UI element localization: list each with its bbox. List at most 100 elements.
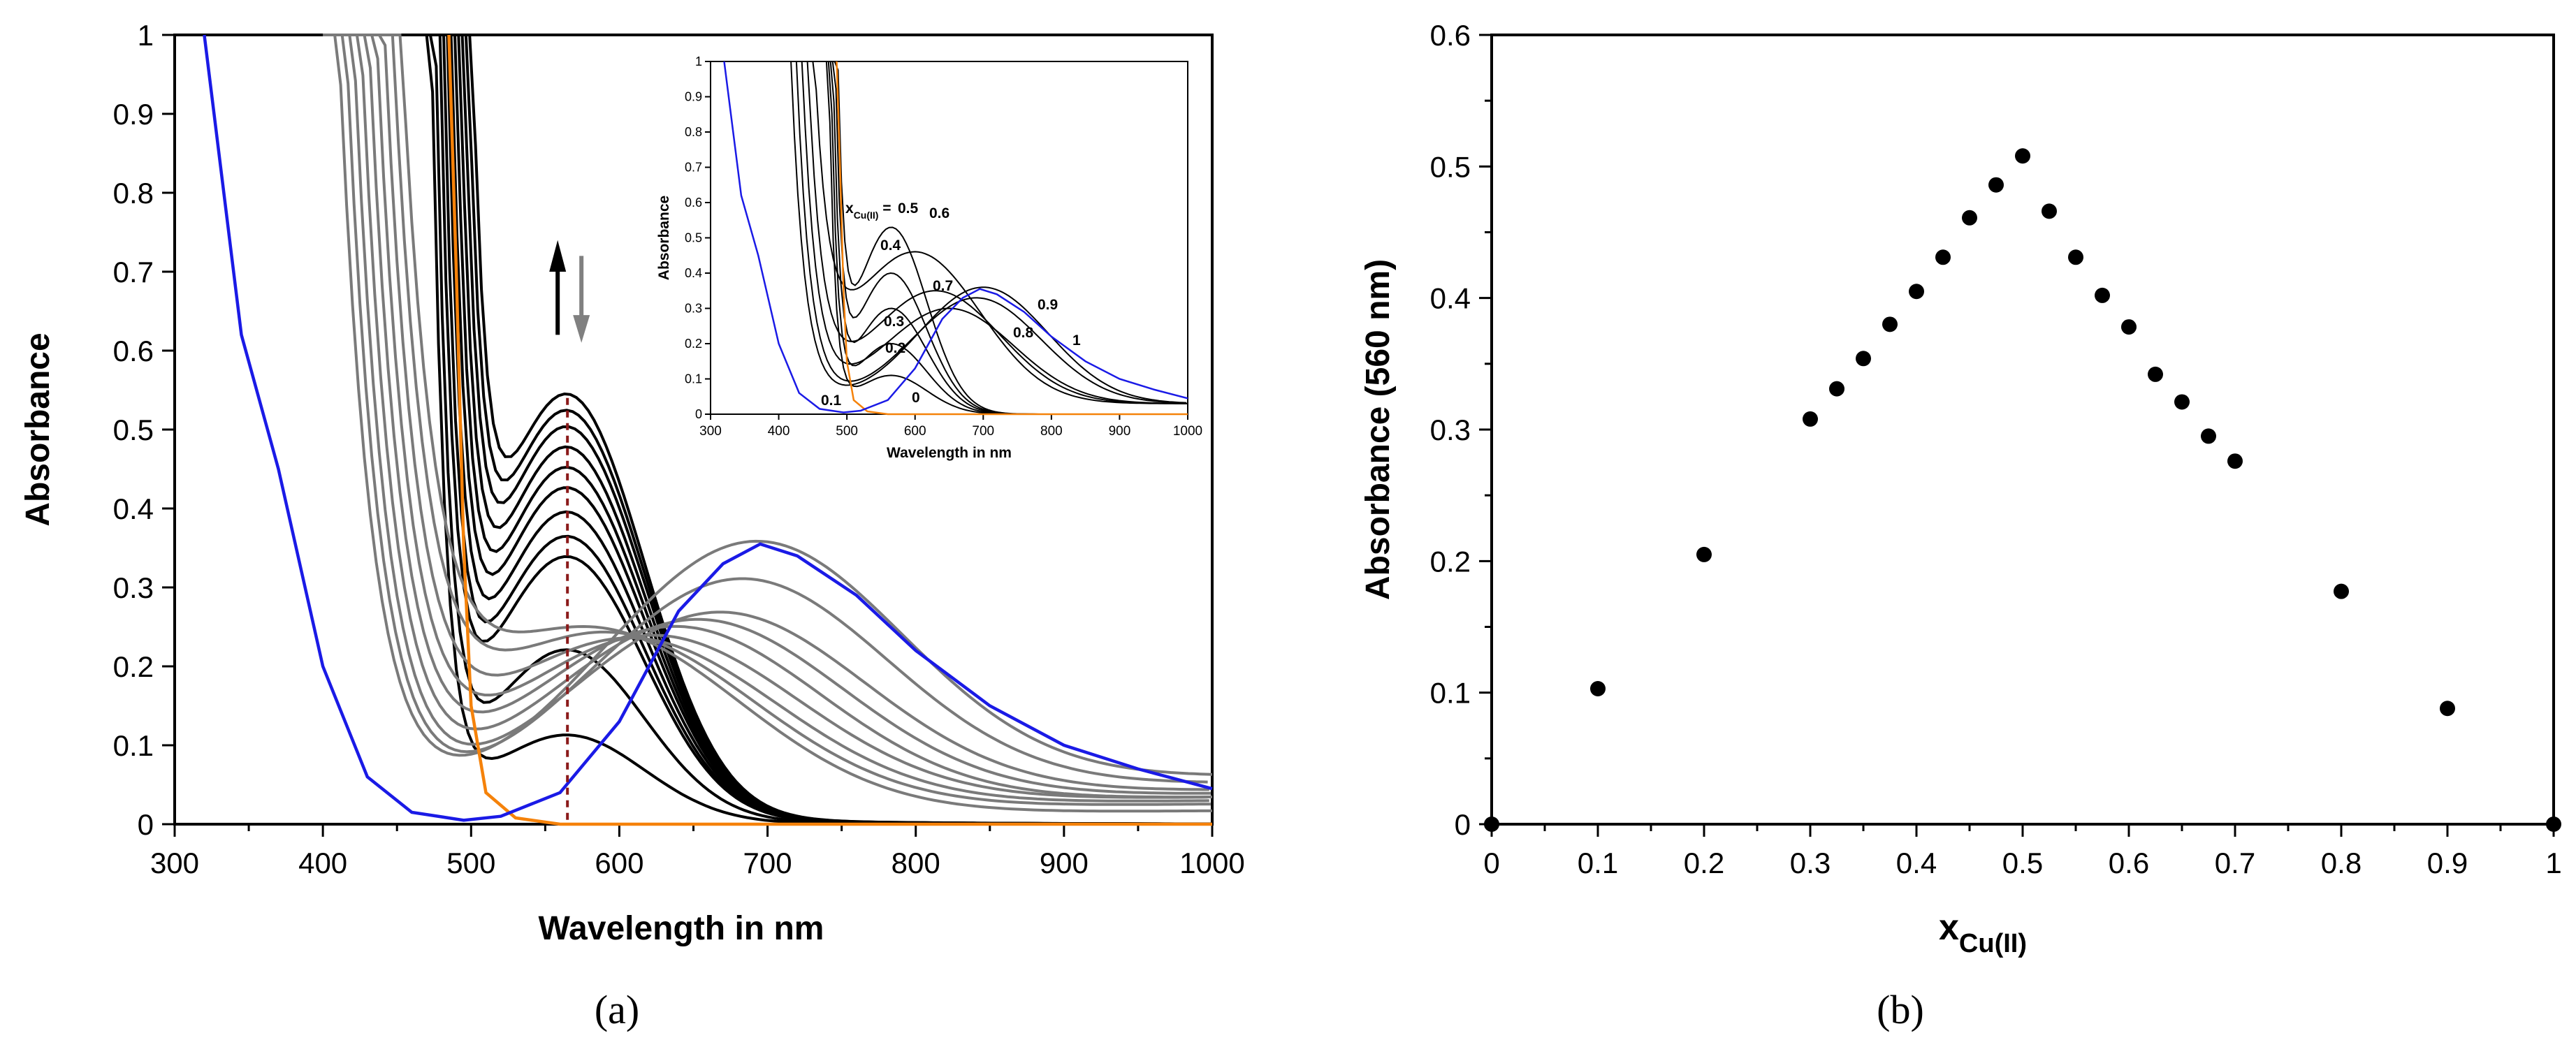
x-tick-label: 900 [1040,847,1089,879]
x-tick-label: 700 [743,847,792,879]
x-tick-label: 0 [1483,847,1499,879]
data-point [2068,249,2083,265]
inset-black-curve [806,61,1188,404]
inset-y-tick-label: 1 [695,54,702,68]
data-point [1803,411,1818,427]
inset-curve-label: 0.1 [821,393,842,409]
y-tick-label: 0.1 [1430,677,1471,710]
inset-curve-label: 0.6 [929,205,949,221]
inset-y-tick-label: 0.4 [685,266,702,280]
data-point [2201,428,2216,444]
x-tick-label: 0.1 [1578,847,1618,879]
gray-spectrum-curve [330,34,1208,784]
inset-x-tick-label: 300 [699,424,722,439]
x-tick-label: 0.6 [2109,847,2149,879]
data-point [2121,319,2137,335]
panel-a-curves [203,34,1213,826]
gray-spectrum-curve [337,34,1209,791]
panel-a-inset: 300 400 500 600 700 800 900 1000 0 0.1 0.2 0.3 0.4 0.… [656,54,1202,461]
y-tick-label: 0.5 [113,413,154,446]
y-tick-label: 0.6 [113,335,154,367]
inset-curve-label: 0.8 [1013,325,1034,341]
y-tick-label: 0.2 [113,650,154,683]
inset-y-tick-label: 0.1 [685,372,702,386]
arrow-up-head [549,240,567,272]
inset-y-tick-label: 0.5 [685,231,702,245]
data-point [1696,546,1712,562]
x-tick-label: 0.8 [2321,847,2362,879]
gray-spectrum-curve [374,34,1211,806]
inset-x-tick-label: 1000 [1173,424,1202,439]
data-point [1882,316,1898,332]
y-tick-label: 0.2 [1430,545,1471,578]
panel-b-points [1484,148,2561,832]
panel-a-caption: (a) [595,987,639,1032]
inset-legend-sub: Cu(II) [854,210,879,221]
y-tick-label: 0 [1455,808,1471,841]
panel-b-y-axis-title: Absorbance (560 nm) [1360,259,1397,600]
inset-y-tick-label: 0.8 [685,125,702,139]
x-tick-label: 1000 [1179,847,1244,879]
inset-frame [710,61,1188,415]
panel-b-x-axis-title: xCu(II) [1939,907,2027,958]
x-tick-label: 0.2 [1684,847,1724,879]
y-tick-label: 0.9 [113,98,154,131]
inset-y-tick-label: 0.6 [685,196,702,210]
inset-x-axis-title: Wavelength in nm [887,445,1012,461]
inset-curve-label: 0.4 [880,237,901,254]
inset-curve-label: 0.3 [884,314,904,330]
panel-a-x-axis-title: Wavelength in nm [539,910,824,947]
y-tick-label: 0.5 [1430,150,1471,183]
inset-y-axis-title: Absorbance [656,196,672,280]
inset-curve-label: 1 [1072,332,1081,349]
y-tick-label: 0.4 [113,492,154,525]
data-point [1484,817,1499,832]
data-point [1909,284,1924,300]
inset-black-curve [795,61,1187,404]
data-point [1962,210,1977,226]
data-point [1856,351,1871,367]
panel-a-ticks: 300 400 500 600 700 800 900 1000 0 0.1 0.2 0.3 0.4 0.… [113,19,1245,879]
inset-y-tick-label: 0 [695,407,702,421]
panel-b-job-plot: 0 0.1 0.2 0.3 0.4 0.5 0.6 0.7 0.8 0.9 1 0 0.1 0.2 0.3 0… [1360,19,2562,1032]
inset-curve-label: 0.2 [885,340,905,356]
inset-curve-label: 0.7 [933,278,953,294]
data-point [2227,453,2243,469]
inset-x-tick-label: 400 [768,424,790,439]
y-tick-label: 0.3 [1430,413,1471,446]
x-tick-label: 0.5 [2002,847,2043,879]
data-point [2546,817,2561,832]
inset-x-tick-label: 700 [972,424,994,439]
data-point [2148,366,2163,382]
orange-spectrum-curve [447,34,1212,826]
panel-b-caption: (b) [1877,987,1924,1032]
inset-x-tick-label: 900 [1109,424,1131,439]
inset-curve-label: 0.9 [1038,297,1058,313]
inset-y-tick-label: 0.2 [685,337,702,351]
x-tick-label: 0.7 [2215,847,2255,879]
inset-blue-curve [723,61,1188,413]
data-point [1988,177,2004,193]
gray-spectrum-curve [323,34,1213,776]
gray-spectrum-curve [345,34,1211,795]
x-tick-label: 300 [150,847,199,879]
panel-b-ticks: 0 0.1 0.2 0.3 0.4 0.5 0.6 0.7 0.8 0.9 1 0 0.1 0.2 0.3 0… [1430,19,2562,879]
arrow-down-head [573,315,590,343]
data-point [2334,583,2349,599]
panel-a-spectra: 300 400 500 600 700 800 900 1000 0 0.1 0.2 0.3 0.4 0.… [20,19,1245,1032]
x-tick-label: 0.3 [1790,847,1831,879]
y-tick-label: 1 [138,19,154,52]
y-tick-label: 0.8 [113,177,154,210]
x-tick-label: 0.4 [1896,847,1937,879]
x-tick-label: 600 [595,847,643,879]
inset-x-tick-label: 600 [904,424,926,439]
y-tick-label: 0.7 [113,256,154,288]
data-point [1935,249,1951,265]
inset-legend-label: xCu(II) = [845,200,892,221]
data-point [2042,203,2057,219]
data-point [2174,394,2190,410]
gray-spectrum-curve [367,34,1209,803]
inset-y-tick-label: 0.9 [685,90,702,104]
inset-curve-label: 0.5 [898,200,919,217]
